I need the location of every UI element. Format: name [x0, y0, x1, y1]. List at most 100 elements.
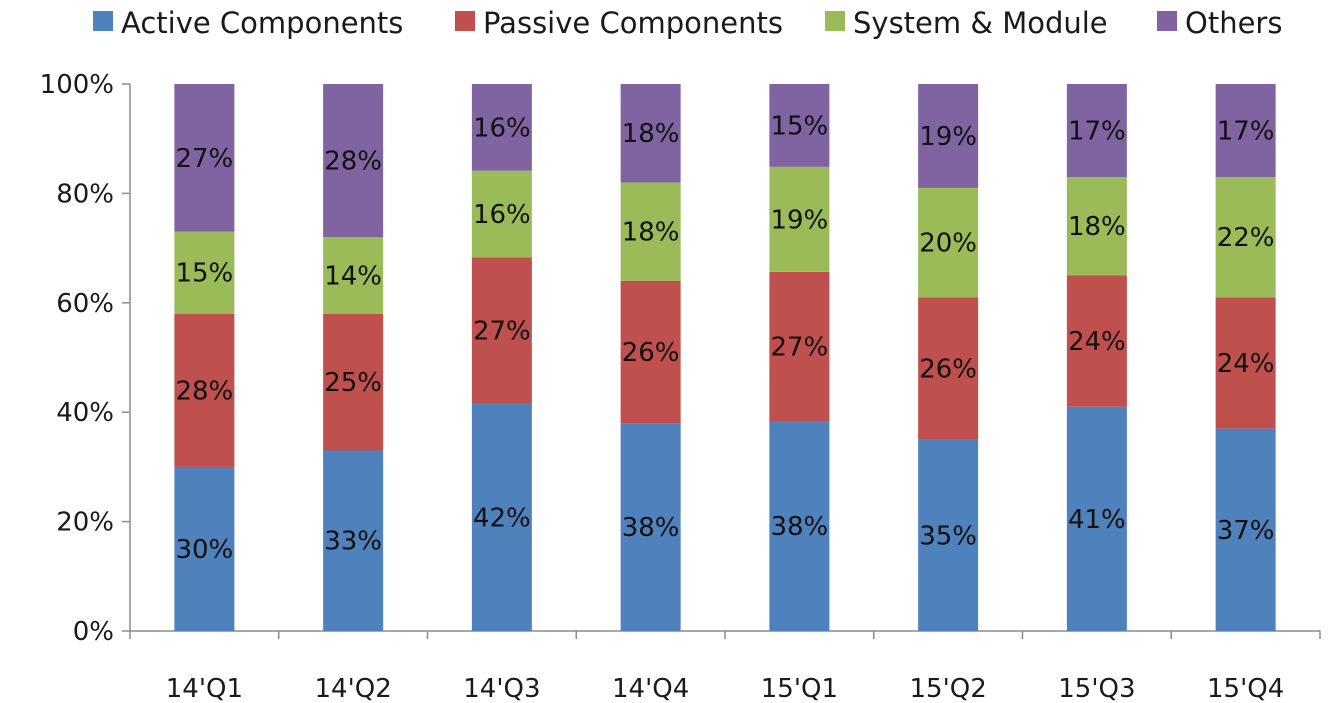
data-label: 27%: [175, 144, 233, 174]
bar-segment-active-components: [471, 403, 532, 631]
legend-label-passive-components: Passive Components: [483, 6, 783, 40]
data-label: 27%: [473, 316, 531, 346]
data-label: 22%: [1217, 223, 1275, 253]
data-label: 41%: [1068, 505, 1126, 535]
bar-segment-others: [1066, 84, 1127, 177]
bar-segment-others: [1215, 84, 1276, 177]
x-tick-label: 15'Q2: [910, 674, 987, 703]
data-label: 18%: [1068, 212, 1126, 242]
data-label: 19%: [919, 122, 977, 152]
x-tick-label: 15'Q4: [1207, 674, 1284, 703]
bar-stack-15-q1: 38% 27% 19% 15%: [769, 84, 830, 631]
bar-segment-others: [620, 84, 681, 183]
bar-stack-15-q3: 41% 24% 18% 17%: [1066, 84, 1127, 631]
data-label: 18%: [622, 119, 680, 149]
bar-stack-14-q4: 38% 26% 18% 18%: [620, 84, 681, 631]
y-tick-label: 20%: [56, 508, 114, 538]
legend-label-system-and-module: System & Module: [853, 6, 1108, 40]
bar-segment-passive-components: [174, 313, 235, 467]
y-tick-label: 100%: [40, 70, 114, 100]
y-tick-label: 60%: [56, 289, 114, 319]
x-tick-label: 15'Q1: [761, 674, 838, 703]
data-label: 16%: [473, 200, 531, 230]
bar-segment-others: [174, 84, 235, 232]
data-label: 17%: [1217, 116, 1275, 146]
bar-segment-system-and-module: [323, 237, 384, 314]
data-label: 17%: [1068, 116, 1126, 146]
bar-stack-15-q2: 35% 26% 20% 19%: [918, 84, 979, 631]
bar-segment-others: [769, 84, 830, 167]
legend-swatch-others: [1157, 11, 1177, 31]
legend-label-others: Others: [1185, 6, 1282, 40]
data-label: 16%: [473, 113, 531, 143]
legend-label-active-components: Active Components: [121, 6, 403, 40]
legend: Active Components Passive Components Syste…: [93, 6, 1282, 40]
bar-stack-15-q4: 37% 24% 22% 17%: [1215, 84, 1276, 631]
data-label: 26%: [622, 338, 680, 368]
data-label: 15%: [175, 259, 233, 289]
bar-stack-14-q2: 33% 25% 14% 28%: [323, 84, 384, 631]
x-tick-label: 14'Q2: [315, 674, 392, 703]
bar-segment-system-and-module: [620, 182, 681, 281]
bar-segment-system-and-module: [174, 231, 235, 314]
y-tick-label: 80%: [56, 179, 114, 209]
data-label: 25%: [324, 368, 382, 398]
legend-swatch-system-and-module: [825, 11, 845, 31]
data-label: 24%: [1068, 327, 1126, 357]
data-label: 33%: [324, 527, 382, 557]
data-label: 19%: [770, 205, 828, 235]
bar-segment-others: [471, 84, 532, 171]
bar-segment-system-and-module: [769, 166, 830, 272]
data-label: 18%: [622, 218, 680, 248]
legend-item-passive-components: Passive Components: [455, 6, 783, 40]
bar-segment-passive-components: [1066, 275, 1127, 407]
x-tick-label: 14'Q1: [166, 674, 243, 703]
data-label: 15%: [770, 111, 828, 141]
bar-segment-passive-components: [471, 257, 532, 404]
data-label: 38%: [770, 512, 828, 542]
bar-segment-active-components: [620, 423, 681, 631]
bar-stack-14-q3: 42% 27% 16% 16%: [471, 84, 532, 631]
bar-segment-system-and-module: [918, 187, 979, 298]
data-label: 37%: [1217, 516, 1275, 546]
y-tick-label: 0%: [73, 617, 114, 647]
x-tick-label: 15'Q3: [1058, 674, 1135, 703]
y-axis: 0% 20% 40% 60% 80% 100%: [40, 70, 131, 647]
y-tick-label: 40%: [56, 398, 114, 428]
x-axis: 14'Q1 14'Q2 14'Q3 14'Q4 15'Q1 15'Q2 15'Q3 15'Q4: [129, 630, 1321, 703]
legend-swatch-active-components: [93, 11, 113, 31]
data-label: 26%: [919, 354, 977, 384]
data-label: 27%: [770, 332, 828, 362]
bar-segment-system-and-module: [471, 170, 532, 258]
legend-swatch-passive-components: [455, 11, 475, 31]
bar-segment-active-components: [323, 450, 384, 631]
bar-segment-passive-components: [918, 297, 979, 440]
bar-segment-active-components: [769, 421, 830, 631]
bar-stack-14-q1: 30% 28% 15% 27%: [174, 84, 235, 631]
legend-item-system-and-module: System & Module: [825, 6, 1108, 40]
data-label: 14%: [324, 261, 382, 291]
data-label: 35%: [919, 521, 977, 551]
data-label: 28%: [175, 376, 233, 406]
bar-segment-active-components: [1066, 406, 1127, 631]
data-label: 20%: [919, 229, 977, 259]
bar-segment-passive-components: [620, 280, 681, 424]
bar-segment-active-components: [918, 439, 979, 631]
bar-segment-system-and-module: [1066, 176, 1127, 276]
legend-item-active-components: Active Components: [93, 6, 403, 40]
bar-segment-passive-components: [769, 271, 830, 422]
data-label: 24%: [1217, 349, 1275, 379]
data-label: 28%: [324, 147, 382, 177]
legend-item-others: Others: [1157, 6, 1282, 40]
x-tick-label: 14'Q4: [612, 674, 689, 703]
data-label: 30%: [175, 535, 233, 565]
bars: 30% 28% 15% 27% 33% 25% 14% 28% 42% 27% 16% 16% 38% 2…: [174, 84, 1276, 631]
bar-segment-system-and-module: [1215, 176, 1276, 298]
bar-segment-others: [918, 84, 979, 188]
bar-segment-passive-components: [323, 313, 384, 451]
bar-segment-active-components: [1215, 428, 1276, 631]
data-label: 38%: [622, 513, 680, 543]
bar-segment-passive-components: [1215, 297, 1276, 429]
bar-segment-active-components: [174, 466, 235, 631]
